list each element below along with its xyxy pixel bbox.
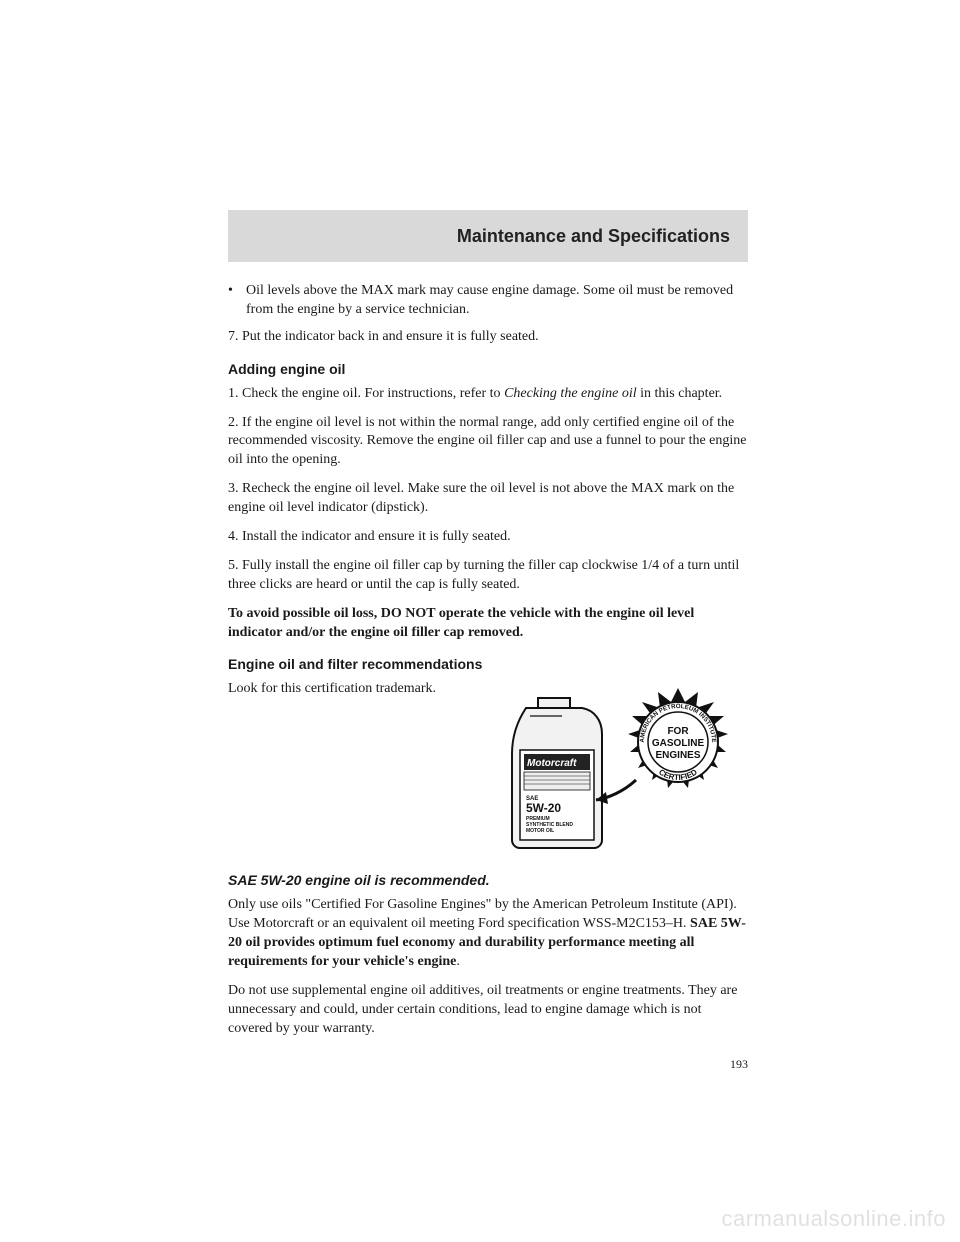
sae-paragraph-1: Only use oils "Certified For Gasoline En…: [228, 896, 748, 972]
add-oil-step-2: 2. If the engine oil level is not within…: [228, 414, 748, 471]
text: in this chapter.: [637, 386, 723, 401]
heading-sae-reco: SAE 5W-20 engine oil is recommended.: [228, 872, 748, 888]
page-number: 193: [228, 1057, 748, 1072]
bullet-item: • Oil levels above the MAX mark may caus…: [228, 282, 748, 320]
bullet-text: Oil levels above the MAX mark may cause …: [246, 282, 748, 320]
bottle-grade: 5W-20: [526, 801, 561, 815]
reco-lead-text: Look for this certification trademark.: [228, 680, 498, 699]
api-seal-icon: AMERICAN PETROLEUM INSTITUTE CERTIFIED F…: [628, 688, 728, 788]
step-7: 7. Put the indicator back in and ensure …: [228, 328, 748, 347]
seal-line3: ENGINES: [655, 750, 700, 761]
bottle-sub3: MOTOR OIL: [526, 828, 554, 834]
add-oil-warning: To avoid possible oil loss, DO NOT opera…: [228, 605, 748, 643]
add-oil-step-5: 5. Fully install the engine oil filler c…: [228, 557, 748, 595]
section-header-title: Maintenance and Specifications: [457, 226, 730, 247]
oil-bottle-icon: Motorcraft SAE 5W-20 PREMIUM SYNTHETIC B…: [512, 698, 602, 848]
watermark: carmanualsonline.info: [721, 1206, 946, 1232]
heading-oil-reco: Engine oil and filter recommendations: [228, 656, 748, 672]
oil-figure-svg: Motorcraft SAE 5W-20 PREMIUM SYNTHETIC B…: [498, 680, 748, 860]
bottle-brand: Motorcraft: [527, 758, 577, 769]
bullet-mark: •: [228, 282, 246, 320]
reco-block: Look for this certification trademark. M…: [228, 680, 748, 860]
heading-adding-oil: Adding engine oil: [228, 361, 748, 377]
seal-line2: GASOLINE: [652, 738, 705, 749]
seal-line1: FOR: [667, 726, 689, 737]
text: Only use oils "Certified For Gasoline En…: [228, 897, 737, 931]
sae-paragraph-2: Do not use supplemental engine oil addit…: [228, 982, 748, 1039]
page: Maintenance and Specifications • Oil lev…: [0, 0, 960, 1242]
text-italic: Checking the engine oil: [504, 386, 637, 401]
add-oil-step-1: 1. Check the engine oil. For instruction…: [228, 385, 748, 404]
add-oil-step-4: 4. Install the indicator and ensure it i…: [228, 528, 748, 547]
text: 1. Check the engine oil. For instruction…: [228, 386, 504, 401]
section-header-bar: Maintenance and Specifications: [228, 210, 748, 262]
content-column: Maintenance and Specifications • Oil lev…: [228, 210, 748, 1072]
text: .: [456, 954, 460, 969]
oil-bottle-figure: Motorcraft SAE 5W-20 PREMIUM SYNTHETIC B…: [498, 680, 748, 860]
add-oil-step-3: 3. Recheck the engine oil level. Make su…: [228, 480, 748, 518]
